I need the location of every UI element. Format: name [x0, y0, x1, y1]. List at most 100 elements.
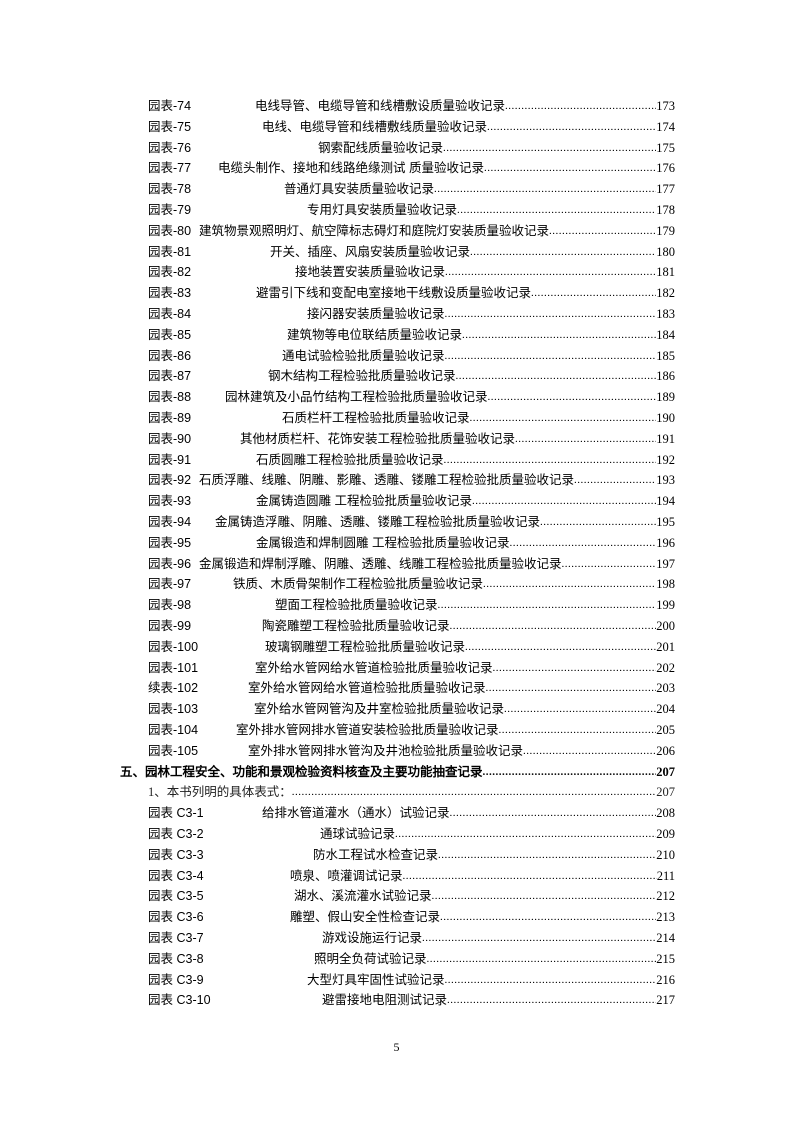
toc-entry[interactable]: 续表-102 室外给水管网给水管道检验批质量验收记录 203 — [148, 678, 675, 696]
toc-entry[interactable]: 园表-85 建筑物等电位联结质量验收记录 184 — [148, 325, 675, 343]
toc-entry[interactable]: 园表-88 园林建筑及小品竹结构工程检验批质量验收记录 189 — [148, 387, 675, 405]
toc-page: 192 — [656, 452, 675, 467]
toc-entry[interactable]: 园表-83 避雷引下线和变配电室接地干线敷设质量验收记录 182 — [148, 283, 675, 301]
toc-entry-title: 室外给水管网管沟及井室检验批质量验收记录 — [254, 702, 505, 717]
toc-section-heading[interactable]: 五、园林工程安全、功能和景观检验资料核查及主要功能抽查记录 207 — [120, 762, 675, 780]
toc-entry[interactable]: 园表-76 钢索配线质量验收记录 175 — [148, 138, 675, 156]
toc-entry-label: 园表-93 — [148, 494, 192, 509]
toc-entry-title: 室外给水管网给水管道检验批质量验收记录 — [255, 660, 493, 675]
toc-entry[interactable]: 园表 C3-6 雕塑、假山安全性检查记录 213 — [148, 907, 675, 925]
toc-entry-label: 园表-78 — [148, 182, 192, 197]
toc-entry-label: 园表-75 — [148, 119, 192, 134]
toc-entry-title: 专用灯具安装质量验收记录 — [307, 203, 458, 217]
toc-entry[interactable]: 园表 C3-8 照明全负荷试验记录 215 — [148, 949, 675, 967]
dot-leader — [574, 472, 656, 488]
toc-entry[interactable]: 园表-93 金属铸造圆雕 工程检验批质量验收记录 194 — [148, 491, 675, 509]
toc-entry-label: 园表-79 — [148, 203, 192, 217]
toc-entry[interactable]: 园表 C3-7 游戏设施运行记录 214 — [148, 928, 675, 946]
toc-entry[interactable]: 园表-77 电缆头制作、接地和线路绝缘测试 质量验收记录 176 — [148, 158, 675, 176]
toc-entry[interactable]: 园表 C3-4 喷泉、喷灌调试记录 211 — [148, 866, 675, 884]
toc-entry-title: 湖水、溪流灌水试验记录 — [294, 889, 432, 904]
toc-entry[interactable]: 园表-97 铁质、木质骨架制作工程检验批质量验收记录 198 — [148, 574, 675, 592]
toc-entry[interactable]: 园表 C3-9 大型灯具牢固性试验记录 216 — [148, 970, 675, 988]
toc-entry[interactable]: 园表-81 开关、插座、风扇安装质量验收记录 180 — [148, 242, 675, 260]
dot-leader — [395, 826, 656, 842]
toc-entry-title: 钢索配线质量验收记录 — [318, 140, 444, 155]
toc-entry-label: 园表-91 — [148, 452, 192, 467]
toc-entry-title: 通电试验检验批质量验收记录 — [282, 348, 445, 363]
toc-entry-title: 室外排水管网排水管沟及井池检验批质量验收记录 — [248, 743, 524, 758]
toc-entry[interactable]: 园表-84 接闪器安装质量验收记录 183 — [148, 304, 675, 322]
toc-entry[interactable]: 园表-75 电线、电缆导管和线槽敷线质量验收记录 174 — [148, 117, 675, 135]
toc-entry[interactable]: 园表-74 电线导管、电缆导管和线槽敷设质量验收记录 173 — [148, 96, 675, 114]
toc-page: 176 — [656, 161, 675, 176]
toc-entry-title: 室外给水管网给水管道检验批质量验收记录 — [248, 681, 486, 696]
dot-leader — [487, 119, 656, 135]
toc-entry-title: 金属锻造和焊制圆雕 工程检验批质量验收记录 — [256, 535, 510, 550]
toc-page: 184 — [656, 327, 675, 342]
toc-entry[interactable]: 园表-100 玻璃钢雕塑工程检验批质量验收记录 201 — [148, 637, 675, 655]
toc-entry[interactable]: 园表-86 通电试验检验批质量验收记录 185 — [148, 346, 675, 364]
toc-entry[interactable]: 园表-87 钢木结构工程检验批质量验收记录 186 — [148, 366, 675, 384]
toc-entry-label: 园表 C3-4 — [148, 868, 204, 883]
toc-page: 178 — [656, 203, 675, 217]
dot-leader — [488, 389, 657, 405]
toc-entry-title: 大型灯具牢固性试验记录 — [307, 972, 445, 987]
toc-entry[interactable]: 园表-92 石质浮雕、线雕、阴雕、影雕、透雕、镂雕工程检验批质量验收记录 193 — [148, 470, 675, 488]
toc-entry[interactable]: 园表-96 金属锻造和焊制浮雕、阴雕、透雕、线雕工程检验批质量验收记录 197 — [148, 554, 675, 572]
toc-entry[interactable]: 园表-104 室外排水管网排水管道安装检验批质量验收记录 205 — [148, 720, 675, 738]
toc-entry[interactable]: 园表-80 建筑物景观照明灯、航空障标志碍灯和庭院灯安装质量验收记录 179 — [148, 221, 675, 239]
toc-entry-label: 园表-97 — [148, 577, 192, 592]
toc-page: 181 — [656, 265, 675, 280]
toc-page: 217 — [656, 993, 675, 1008]
toc-entry[interactable]: 园表 C3-5 湖水、溪流灌水试验记录 212 — [148, 886, 675, 904]
dot-leader — [540, 514, 656, 530]
toc-entry[interactable]: 园表-98 塑面工程检验批质量验收记录 199 — [148, 595, 675, 613]
toc-entry[interactable]: 园表-82 接地装置安装质量验收记录 181 — [148, 262, 675, 280]
dot-leader — [445, 348, 657, 364]
toc-page: 191 — [656, 431, 675, 446]
toc-entry[interactable]: 园表-79 专用灯具安装质量验收记录 178 — [148, 200, 675, 218]
toc-entry[interactable]: 园表-95 金属锻造和焊制圆雕 工程检验批质量验收记录 196 — [148, 533, 675, 551]
toc-entry-label: 园表 C3-10 — [148, 993, 211, 1008]
toc-entry[interactable]: 园表-89 石质栏杆工程检验批质量验收记录 190 — [148, 408, 675, 426]
toc-page: 208 — [656, 806, 675, 821]
toc-entry-label: 园表 C3-7 — [148, 931, 204, 945]
toc-entry[interactable]: 园表 C3-10 避雷接地电阻测试记录 217 — [148, 990, 675, 1008]
toc-subsection[interactable]: 1、本书列明的具体表式： 207 — [148, 782, 675, 800]
toc-entry-label: 园表-84 — [148, 307, 192, 321]
toc-page: 194 — [656, 494, 675, 509]
toc-entry-title: 石质浮雕、线雕、阴雕、影雕、透雕、镂雕工程检验批质量验收记录 — [199, 473, 575, 488]
dot-leader — [443, 140, 656, 156]
toc-entry-title: 防水工程试水检查记录 — [313, 847, 439, 862]
dot-leader — [434, 181, 656, 197]
toc-entry-title: 其他材质栏杆、花饰安装工程检验批质量验收记录 — [240, 431, 516, 446]
toc-entry-label: 园表-89 — [148, 411, 192, 425]
toc-entry[interactable]: 园表 C3-1 给排水管道灌水（通水）试验记录 208 — [148, 803, 675, 821]
toc-entry-title: 通球试验记录 — [320, 827, 396, 841]
dot-leader — [447, 992, 656, 1008]
toc-entry[interactable]: 园表 C3-2 通球试验记录 209 — [148, 824, 675, 842]
toc-page: 186 — [656, 369, 675, 384]
toc-entry[interactable]: 园表-101 室外给水管网给水管道检验批质量验收记录 202 — [148, 658, 675, 676]
toc-entry-title: 喷泉、喷灌调试记录 — [290, 868, 403, 883]
toc-entry[interactable]: 园表-105 室外排水管网排水管沟及井池检验批质量验收记录 206 — [148, 741, 675, 759]
dot-leader — [450, 805, 657, 821]
toc-entry-title: 金属锻造和焊制浮雕、阴雕、透雕、线雕工程检验批质量验收记录 — [199, 556, 562, 571]
toc-entry-title: 电线、电缆导管和线槽敷线质量验收记录 — [262, 119, 488, 134]
toc-entry[interactable]: 园表-91 石质圆雕工程检验批质量验收记录 192 — [148, 450, 675, 468]
toc-entry[interactable]: 园表-94 金属铸造浮雕、阴雕、透雕、镂雕工程检验批质量验收记录 195 — [148, 512, 675, 530]
toc-entry[interactable]: 园表 C3-3 防水工程试水检查记录 210 — [148, 845, 675, 863]
toc-page: 175 — [656, 140, 675, 155]
dot-leader — [562, 556, 657, 572]
toc-entry[interactable]: 园表-99 陶瓷雕塑工程检验批质量验收记录 200 — [148, 616, 675, 634]
toc-page: 210 — [656, 847, 675, 862]
toc-entry-label: 园表-92 — [148, 473, 192, 488]
toc-entry[interactable]: 园表-90 其他材质栏杆、花饰安装工程检验批质量验收记录 191 — [148, 429, 675, 447]
toc-page: 197 — [656, 556, 675, 571]
toc-page: 198 — [656, 577, 675, 592]
toc-entry[interactable]: 园表-103 室外给水管网管沟及井室检验批质量验收记录 204 — [148, 699, 675, 717]
toc-entry-label: 园表-103 — [148, 702, 199, 717]
toc-entry[interactable]: 园表-78 普通灯具安装质量验收记录 177 — [148, 179, 675, 197]
toc-page: 204 — [656, 702, 675, 717]
